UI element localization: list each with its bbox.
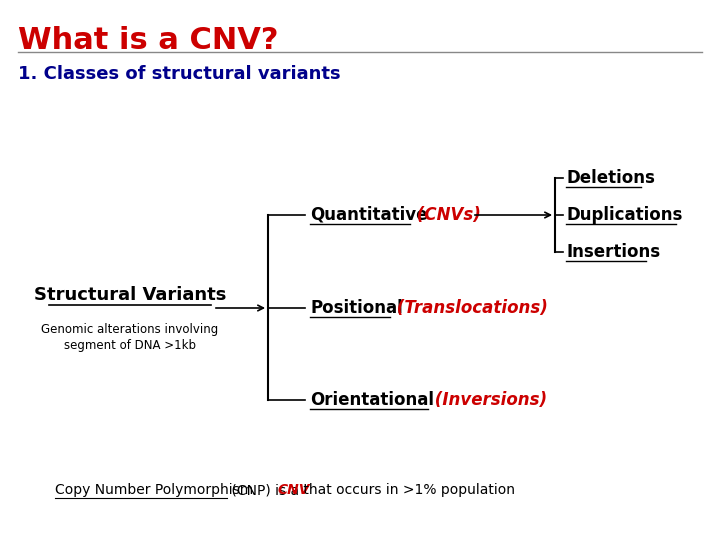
Text: Quantitative: Quantitative bbox=[310, 206, 428, 224]
Text: Genomic alterations involving: Genomic alterations involving bbox=[41, 323, 219, 336]
Text: 1. Classes of structural variants: 1. Classes of structural variants bbox=[18, 65, 341, 83]
Text: CNV: CNV bbox=[277, 483, 310, 497]
Text: (Inversions): (Inversions) bbox=[429, 391, 547, 409]
Text: Orientational: Orientational bbox=[310, 391, 434, 409]
Text: Deletions: Deletions bbox=[566, 169, 655, 187]
Text: Copy Number Polymorphism: Copy Number Polymorphism bbox=[55, 483, 253, 497]
Text: (CNVs): (CNVs) bbox=[411, 206, 481, 224]
Text: (Translocations): (Translocations) bbox=[391, 299, 548, 317]
Text: Structural Variants: Structural Variants bbox=[34, 286, 226, 304]
Text: Insertions: Insertions bbox=[566, 243, 660, 261]
Text: that occurs in >1% population: that occurs in >1% population bbox=[299, 483, 515, 497]
Text: Positional: Positional bbox=[310, 299, 402, 317]
Text: (CNP) is a: (CNP) is a bbox=[227, 483, 304, 497]
Text: What is a CNV?: What is a CNV? bbox=[18, 26, 279, 55]
Text: Duplications: Duplications bbox=[566, 206, 683, 224]
Text: segment of DNA >1kb: segment of DNA >1kb bbox=[64, 339, 196, 352]
